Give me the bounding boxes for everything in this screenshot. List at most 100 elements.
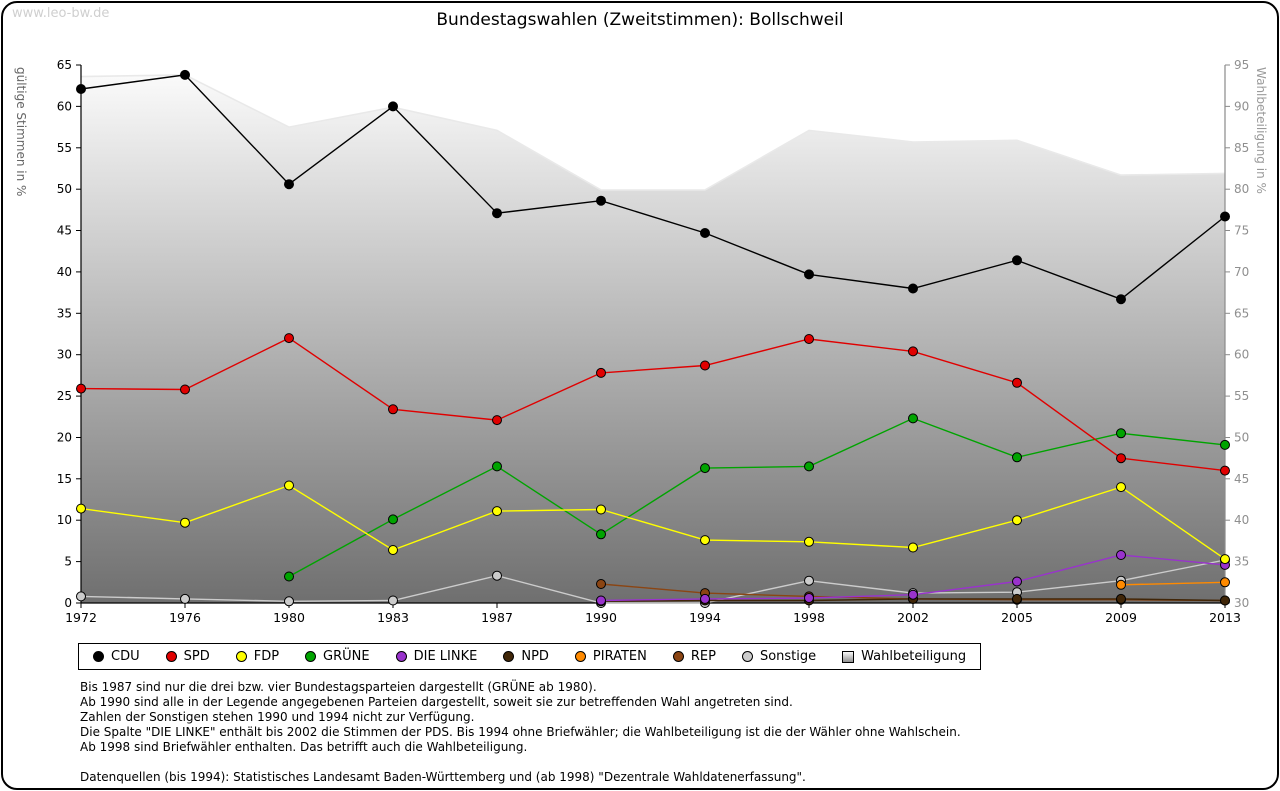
svg-text:1990: 1990 [585, 610, 617, 625]
point-npd [1220, 595, 1230, 606]
svg-text:55: 55 [1234, 389, 1249, 403]
legend-label-fdp: FDP [253, 649, 280, 664]
svg-text:80: 80 [1234, 182, 1249, 196]
point-fdp [700, 535, 710, 546]
note-line-1: Bis 1987 sind nur die drei bzw. vier Bun… [80, 680, 597, 694]
note-line-4: Die Spalte "DIE LINKE" enthält bis 2002 … [80, 725, 961, 739]
point-cdu [908, 283, 918, 294]
svg-text:1987: 1987 [481, 610, 513, 625]
legend-item-die-linke: DIE LINKE [395, 649, 477, 664]
legend-label-piraten: PIRATEN [592, 649, 647, 664]
election-line-chart: 0 5 10 15 20 25 30 35 40 45 50 55 60 65 30 35 40 45 50 55 60… [14, 58, 1268, 625]
point-die-linke [700, 593, 710, 604]
svg-text:50: 50 [1234, 431, 1249, 445]
watermark-link: www.leo-bw.de [12, 6, 110, 21]
point-cdu [76, 84, 86, 94]
point-cdu [284, 179, 294, 190]
point-sonstige [492, 570, 502, 581]
point-spd [596, 367, 606, 378]
point-gruene [284, 571, 294, 582]
point-gruene [1220, 439, 1230, 450]
svg-text:0: 0 [64, 596, 72, 610]
svg-text:55: 55 [57, 141, 72, 155]
point-spd [1012, 377, 1022, 388]
svg-text:1980: 1980 [273, 610, 305, 625]
legend-item-fdp: FDP [235, 649, 280, 664]
point-fdp [76, 503, 86, 514]
svg-text:1972: 1972 [65, 610, 97, 625]
point-spd [388, 404, 398, 415]
cdu-marker-icon [93, 651, 104, 662]
legend-item-piraten: PIRATEN [574, 649, 647, 664]
point-sonstige [76, 591, 86, 602]
point-npd [1012, 593, 1022, 604]
legend-label-sonstige: Sonstige [759, 649, 817, 664]
legend-item-sonstige: Sonstige [741, 649, 817, 664]
point-gruene [804, 461, 814, 472]
note-line-5: Ab 1998 sind Briefwähler enthalten. Das … [80, 740, 528, 754]
legend-label-spd: SPD [183, 649, 210, 664]
legend-label-gruene: GRÜNE [323, 649, 370, 664]
svg-text:50: 50 [57, 182, 72, 196]
svg-text:2005: 2005 [1001, 610, 1033, 625]
legend-label-cdu: CDU [111, 649, 140, 664]
right-axis-title: Wahlbeteiligung in % [1254, 67, 1268, 194]
participation-area [81, 74, 1225, 603]
point-spd [76, 383, 86, 394]
point-fdp [908, 542, 918, 553]
right-axis-ticks: 30 35 40 45 50 55 60 65 70 75 80 85 90 95 [1225, 58, 1249, 610]
point-sonstige [804, 575, 814, 586]
rep-marker-icon [672, 651, 684, 662]
point-fdp [492, 506, 502, 517]
point-gruene [596, 529, 606, 540]
svg-text:40: 40 [1234, 513, 1249, 527]
point-cdu [1012, 255, 1022, 266]
svg-text:85: 85 [1234, 141, 1249, 155]
piraten-marker-icon [574, 651, 586, 662]
point-fdp [180, 517, 190, 528]
legend-label-rep: REP [690, 649, 716, 664]
point-gruene [908, 413, 918, 424]
point-fdp [1012, 515, 1022, 526]
legend-item-npd: NPD [503, 649, 549, 664]
point-npd [1116, 593, 1126, 604]
point-spd [1116, 453, 1126, 464]
note-line-7: Datenquellen (bis 1994): Statistisches L… [80, 770, 806, 784]
point-fdp [388, 545, 398, 555]
svg-text:10: 10 [57, 513, 72, 527]
svg-text:60: 60 [1234, 348, 1249, 362]
svg-text:1994: 1994 [689, 610, 721, 625]
svg-text:15: 15 [57, 472, 72, 486]
point-gruene [1116, 428, 1126, 439]
point-spd [284, 333, 294, 344]
note-line-3: Zahlen der Sonstigen stehen 1990 und 199… [80, 710, 475, 724]
legend-item-wahlbeteiligung: Wahlbeteiligung [842, 649, 966, 664]
svg-text:1976: 1976 [169, 610, 201, 625]
svg-text:2002: 2002 [897, 610, 929, 625]
svg-text:2013: 2013 [1209, 610, 1241, 625]
point-cdu [596, 195, 606, 206]
point-gruene [388, 514, 398, 525]
wahlbeteiligung-marker-icon [842, 650, 855, 663]
participation-area-series [80, 74, 1226, 603]
svg-text:45: 45 [57, 224, 72, 238]
svg-text:65: 65 [1234, 306, 1249, 320]
svg-text:70: 70 [1234, 265, 1249, 279]
svg-text:95: 95 [1234, 58, 1249, 72]
point-spd [492, 415, 502, 426]
svg-text:45: 45 [1234, 472, 1249, 486]
point-die-linke [1116, 550, 1126, 560]
note-line-2: Ab 1990 sind alle in der Legende angegeb… [80, 695, 793, 709]
point-cdu [700, 228, 710, 238]
svg-text:20: 20 [57, 431, 72, 445]
svg-text:30: 30 [1234, 596, 1249, 610]
point-cdu [804, 269, 814, 280]
point-piraten [1116, 579, 1126, 590]
point-gruene [700, 463, 710, 474]
chart-legend: CDU SPD FDP GRÜNE DIE LINKE NPD PIRATEN REP Sons… [78, 643, 982, 670]
point-spd [700, 360, 710, 371]
series-gruene [284, 413, 1230, 582]
chart-notes: Bis 1987 sind nur die drei bzw. vier Bun… [80, 680, 1277, 785]
gruene-marker-icon [305, 651, 317, 662]
spd-marker-icon [165, 651, 177, 662]
